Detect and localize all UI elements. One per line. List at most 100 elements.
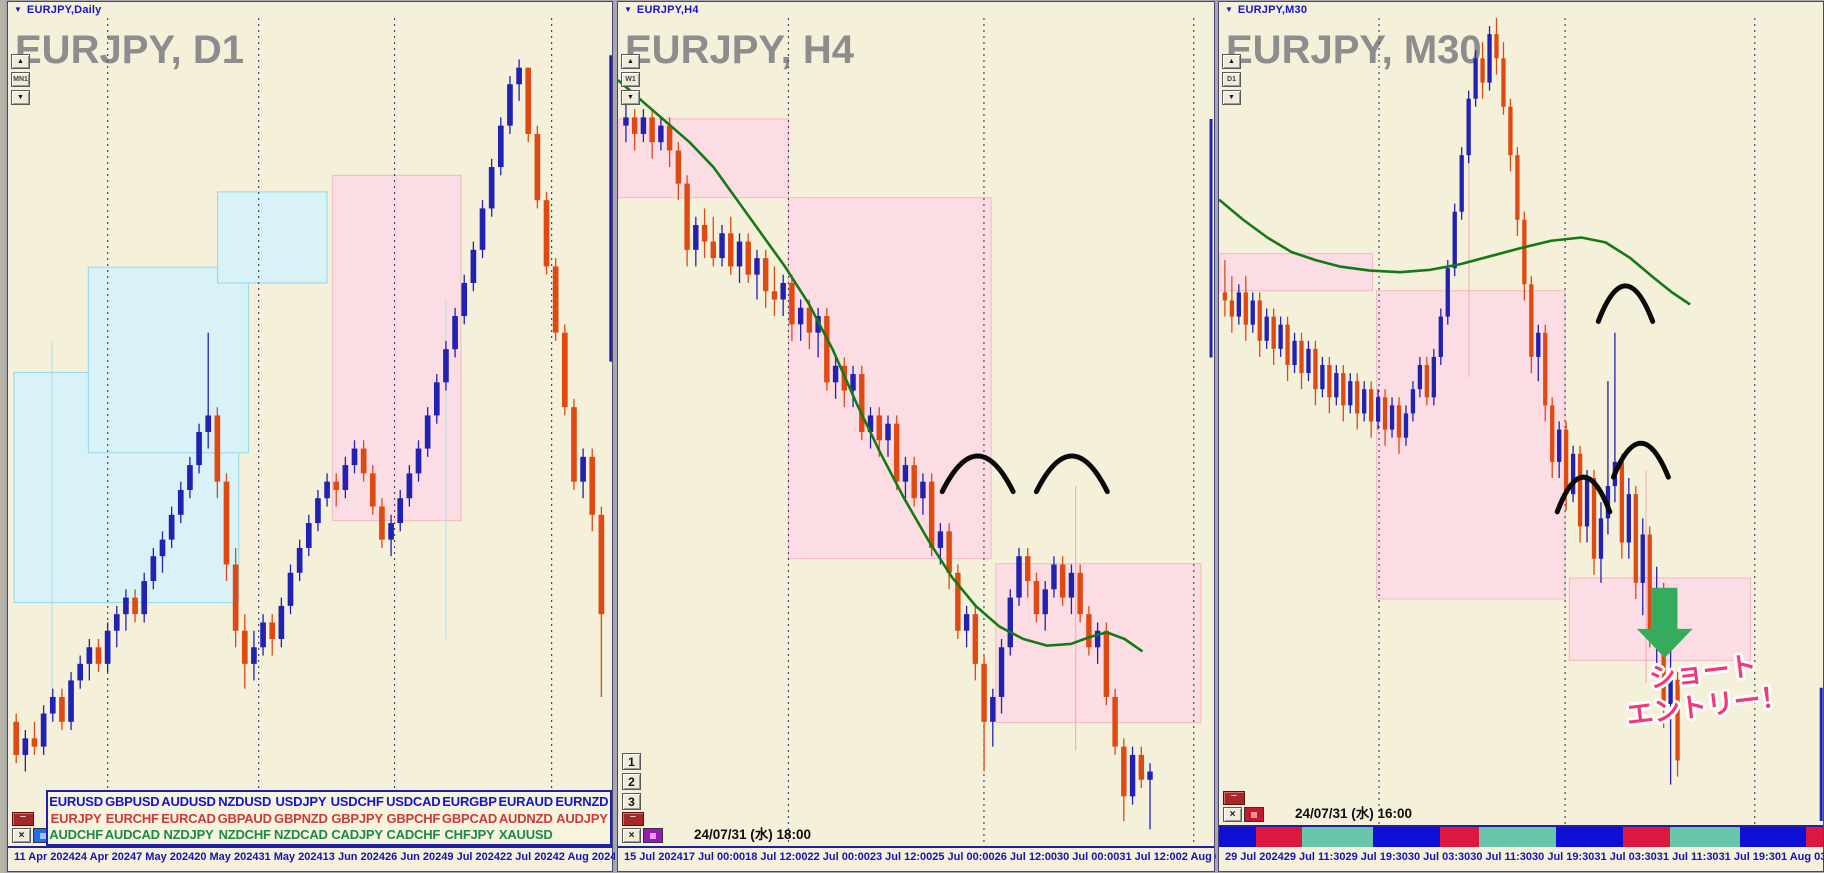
candle-body xyxy=(1647,534,1652,632)
candle-body xyxy=(113,614,120,631)
candle-body xyxy=(762,258,769,292)
minimize-button[interactable]: − xyxy=(1223,791,1245,805)
x-axis-label: 26 Jul 12:00 xyxy=(994,851,1057,863)
candle-body xyxy=(937,531,944,548)
currency-pair-label: XAUUSD xyxy=(498,827,553,843)
time-axis-d1[interactable]: 11 Apr 2024 24 Apr 2024 7 May 2024 20 May 2… xyxy=(8,848,616,871)
tab-dot-icon xyxy=(1251,812,1257,818)
currency-pair-label: NZDCAD xyxy=(274,827,328,843)
chart-titlebar-d1[interactable]: ▼ EURJPY,Daily xyxy=(8,2,612,18)
candle-body xyxy=(1285,324,1290,366)
x-axis-label: 24 Apr 2024 xyxy=(74,851,137,863)
time-axis-m30[interactable]: 29 Jul 2024 29 Jul 11:30 29 Jul 19:30 30 Ju… xyxy=(1219,848,1824,871)
timeframe-switcher: ▲ W1 ▼ xyxy=(621,54,640,105)
session-segment xyxy=(1373,827,1441,847)
candle-body xyxy=(824,316,830,383)
chart-plot-h4: EURJPY, H4 ▲ W1 ▼ 1 2 3 − × 24/07/31 (水) 1… xyxy=(618,18,1214,848)
candle-body xyxy=(894,423,900,482)
candle-body xyxy=(351,448,358,466)
currency-pair-label: EURAUD xyxy=(498,793,553,809)
candle-body xyxy=(525,67,532,134)
candle-body xyxy=(296,547,303,573)
x-axis-label: 22 Jul 2024 xyxy=(500,851,559,863)
close-button[interactable]: × xyxy=(622,828,641,843)
candle-body xyxy=(452,316,458,350)
preset-button-3[interactable]: 3 xyxy=(622,793,641,810)
indicator-tab-button[interactable] xyxy=(1244,807,1264,822)
chart-canvas[interactable] xyxy=(1219,18,1823,825)
candle-body xyxy=(902,465,909,482)
candle-body xyxy=(1313,348,1318,390)
pink-zone-box xyxy=(332,175,461,520)
timeframe-button[interactable]: D1 xyxy=(1222,72,1241,87)
candle-body xyxy=(1501,58,1506,107)
candle-body xyxy=(1668,679,1673,704)
scroll-down-button[interactable]: ▼ xyxy=(1222,90,1241,105)
collapse-triangle-icon[interactable]: ▼ xyxy=(1225,5,1233,14)
candle-body xyxy=(196,432,202,466)
candle-body xyxy=(1112,696,1118,747)
preset-button-1[interactable]: 1 xyxy=(622,753,641,770)
tab-dot-icon xyxy=(40,833,46,839)
currency-pair-label: USDCHF xyxy=(330,793,384,809)
preset-button-2[interactable]: 2 xyxy=(622,773,641,790)
candle-body xyxy=(1068,572,1075,598)
currency-pair-label: EURGBP xyxy=(442,793,497,809)
cyan-zone-box xyxy=(88,267,248,452)
close-button[interactable]: × xyxy=(1223,807,1242,822)
chart-canvas[interactable] xyxy=(8,18,612,846)
candle-body xyxy=(1452,211,1457,269)
session-segment xyxy=(1219,827,1256,847)
candle-body xyxy=(13,721,20,755)
scroll-up-button[interactable]: ▲ xyxy=(11,54,30,69)
x-axis-label: 15 Jul 2024 xyxy=(624,851,683,863)
minimize-button[interactable]: − xyxy=(622,812,644,826)
timeframe-button[interactable]: MN1 xyxy=(11,72,30,87)
candle-body xyxy=(1382,397,1388,430)
minimize-button[interactable]: − xyxy=(12,812,34,826)
candle-body xyxy=(701,225,708,242)
chart-canvas[interactable] xyxy=(618,18,1214,846)
chart-titlebar-m30[interactable]: ▼ EURJPY,M30 xyxy=(1219,2,1823,18)
candle-body xyxy=(1431,356,1436,398)
candle-body xyxy=(1341,373,1346,406)
candle-body xyxy=(1103,630,1110,697)
candle-body xyxy=(1626,494,1631,543)
candle-body xyxy=(360,448,367,474)
close-button[interactable]: × xyxy=(12,828,31,843)
currency-pair-label xyxy=(554,827,610,842)
scroll-up-button[interactable]: ▲ xyxy=(1222,54,1241,69)
candle-body xyxy=(488,167,495,209)
x-axis-label: 31 Jul 12:00 xyxy=(1119,851,1182,863)
chart-window-d1: ▼ EURJPY,Daily EURJPY, D1 ▲ MN1 ▼ − × EU… xyxy=(7,1,616,872)
candle-body xyxy=(1529,284,1534,357)
x-axis-label: 22 Jul 00:00 xyxy=(807,851,870,863)
collapse-triangle-icon[interactable]: ▼ xyxy=(14,5,22,14)
candle-body xyxy=(598,514,605,615)
candle-body xyxy=(1355,381,1360,414)
moving-average-line xyxy=(1219,200,1690,305)
candle-body xyxy=(1138,754,1145,780)
candle-body xyxy=(955,572,961,631)
currency-pair-label: NZDUSD xyxy=(218,793,272,809)
chart-titlebar-h4[interactable]: ▼ EURJPY,H4 xyxy=(618,2,1214,18)
candle-body xyxy=(684,183,690,250)
candle-body xyxy=(415,448,422,474)
candle-body xyxy=(1025,556,1031,582)
candle-body xyxy=(710,241,716,259)
scroll-up-button[interactable]: ▲ xyxy=(621,54,640,69)
time-axis-h4[interactable]: 15 Jul 2024 17 Jul 00:00 18 Jul 12:00 22 Ju… xyxy=(618,848,1243,871)
scroll-down-button[interactable]: ▼ xyxy=(11,90,30,105)
scroll-down-button[interactable]: ▼ xyxy=(621,90,640,105)
session-segment xyxy=(1556,827,1624,847)
collapse-triangle-icon[interactable]: ▼ xyxy=(624,5,632,14)
candle-body xyxy=(561,332,568,408)
symbol-watermark: EURJPY, H4 xyxy=(625,28,854,72)
indicator-tab-button[interactable] xyxy=(643,828,663,843)
candle-body xyxy=(1271,316,1276,349)
candle-body xyxy=(479,208,486,250)
timeframe-button[interactable]: W1 xyxy=(621,72,640,87)
candle-body xyxy=(342,465,349,490)
candle-body xyxy=(1121,746,1127,797)
candle-body xyxy=(31,738,38,747)
